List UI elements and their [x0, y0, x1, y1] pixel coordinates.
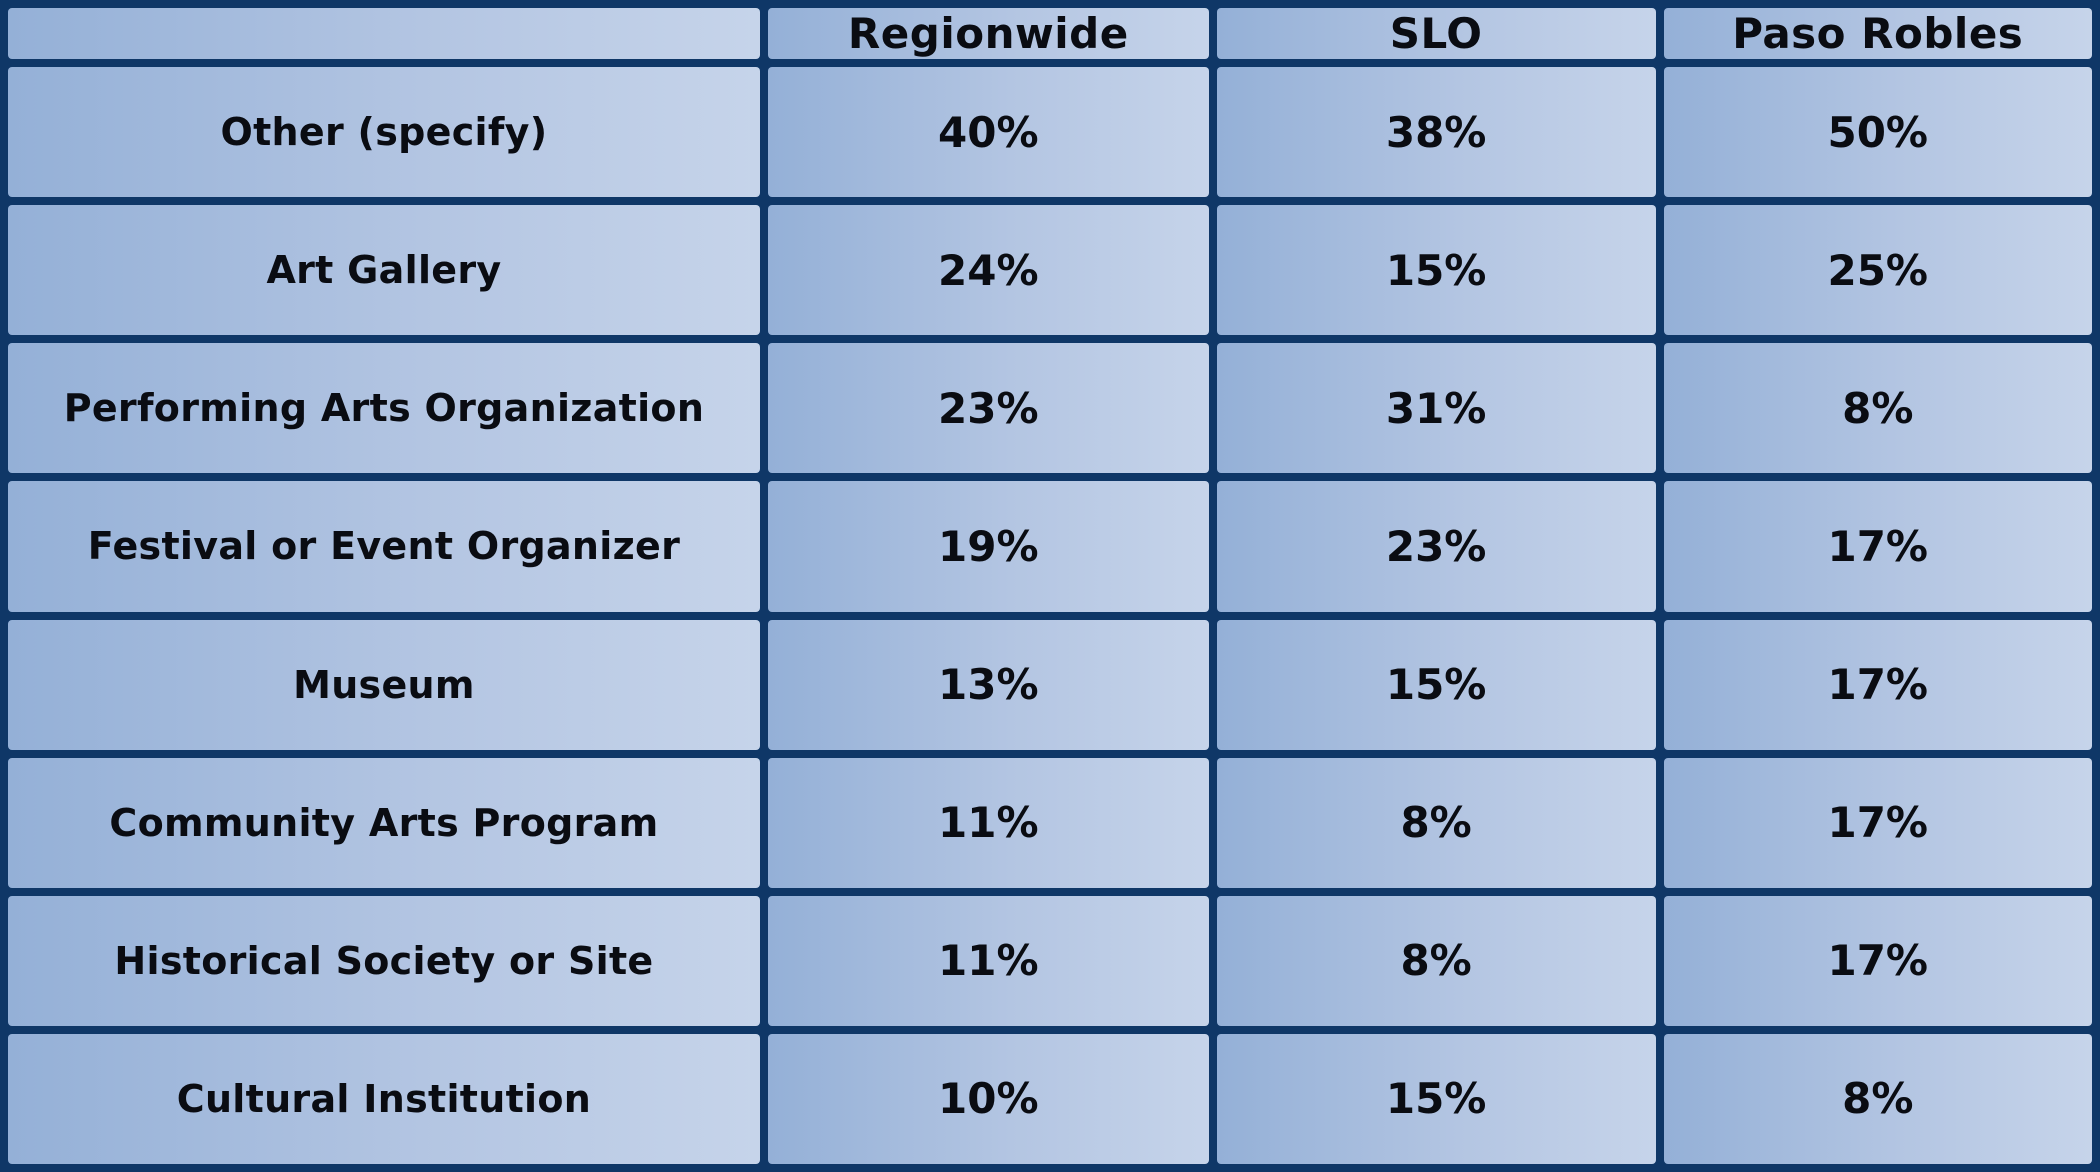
value-cell: 10%	[767, 1033, 1209, 1164]
value-cell: 11%	[767, 895, 1209, 1026]
table-row: Museum 13% 15% 17%	[8, 619, 2092, 750]
row-label: Cultural Institution	[8, 1033, 760, 1164]
row-label: Community Arts Program	[8, 757, 760, 888]
value-cell: 40%	[767, 67, 1209, 198]
value-cell: 24%	[767, 205, 1209, 336]
value-cell: 11%	[767, 757, 1209, 888]
value-cell: 17%	[1663, 895, 2092, 1026]
row-label: Performing Arts Organization	[8, 343, 760, 474]
value-cell: 50%	[1663, 67, 2092, 198]
table-row: Performing Arts Organization 23% 31% 8%	[8, 343, 2092, 474]
row-label: Other (specify)	[8, 67, 760, 198]
row-label: Historical Society or Site	[8, 895, 760, 1026]
col-header-paso-robles: Paso Robles	[1663, 8, 2092, 59]
value-cell: 17%	[1663, 619, 2092, 750]
row-label: Festival or Event Organizer	[8, 481, 760, 612]
value-cell: 8%	[1663, 1033, 2092, 1164]
value-cell: 17%	[1663, 757, 2092, 888]
value-cell: 8%	[1216, 757, 1656, 888]
table-row: Festival or Event Organizer 19% 23% 17%	[8, 481, 2092, 612]
value-cell: 23%	[767, 343, 1209, 474]
table-row: Art Gallery 24% 15% 25%	[8, 205, 2092, 336]
row-label: Museum	[8, 619, 760, 750]
row-label: Art Gallery	[8, 205, 760, 336]
value-cell: 17%	[1663, 481, 2092, 612]
value-cell: 23%	[1216, 481, 1656, 612]
col-header-regionwide: Regionwide	[767, 8, 1209, 59]
value-cell: 31%	[1216, 343, 1656, 474]
value-cell: 15%	[1216, 1033, 1656, 1164]
value-cell: 38%	[1216, 67, 1656, 198]
value-cell: 8%	[1216, 895, 1656, 1026]
table-row: Cultural Institution 10% 15% 8%	[8, 1033, 2092, 1164]
value-cell: 15%	[1216, 619, 1656, 750]
value-cell: 25%	[1663, 205, 2092, 336]
value-cell: 8%	[1663, 343, 2092, 474]
table-row: Historical Society or Site 11% 8% 17%	[8, 895, 2092, 1026]
table-row: Community Arts Program 11% 8% 17%	[8, 757, 2092, 888]
table-row: Other (specify) 40% 38% 50%	[8, 67, 2092, 198]
header-row: Regionwide SLO Paso Robles	[8, 8, 2092, 59]
col-header-slo: SLO	[1216, 8, 1656, 59]
table-body: Other (specify) 40% 38% 50% Art Gallery 24% 15…	[8, 67, 2092, 1164]
corner-blank	[8, 8, 760, 59]
value-cell: 15%	[1216, 205, 1656, 336]
value-cell: 19%	[767, 481, 1209, 612]
value-cell: 13%	[767, 619, 1209, 750]
